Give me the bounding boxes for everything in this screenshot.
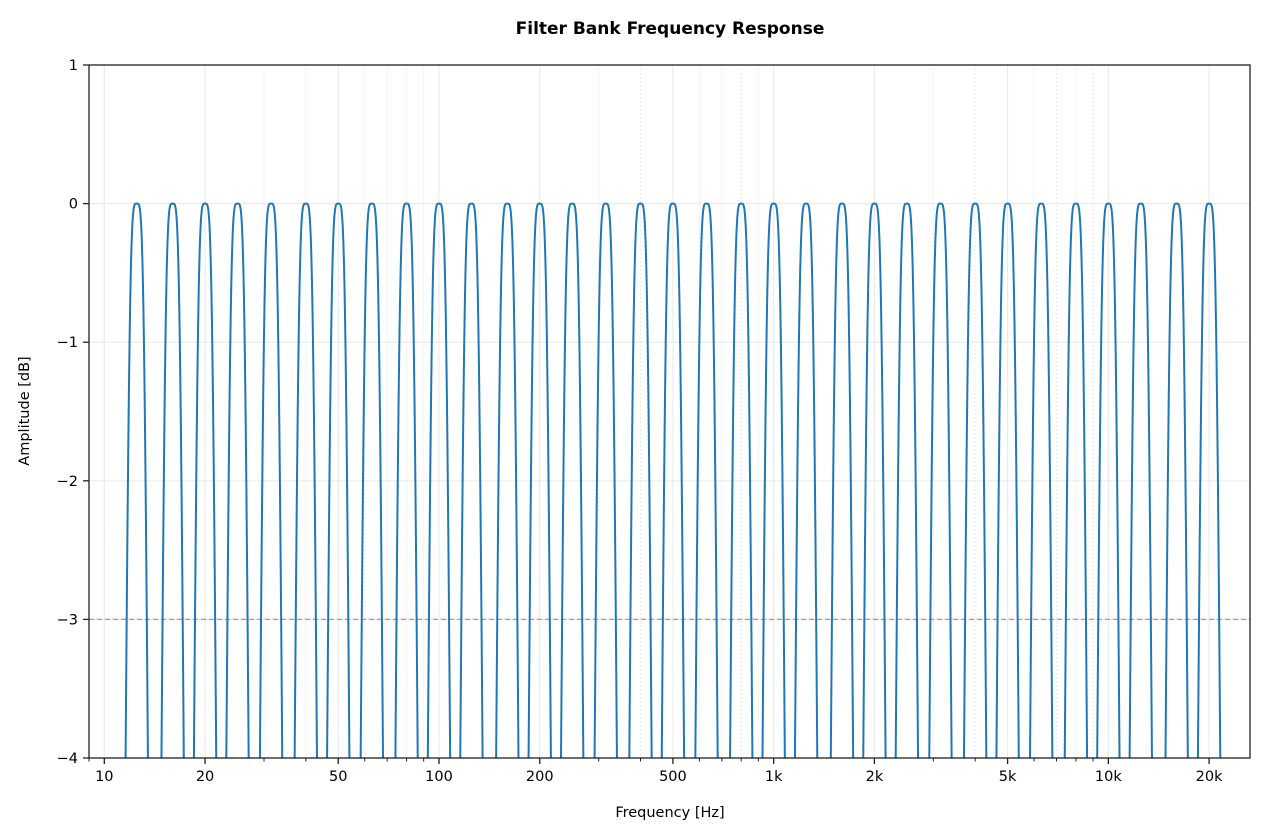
band-curve [359,202,385,758]
band-curve [894,202,920,758]
band-curve [862,202,887,758]
y-tick-label: −3 [57,612,78,628]
band-curve [793,202,819,758]
band-curve [459,202,484,758]
chart-title: Filter Bank Frequency Response [516,19,825,39]
y-tick-label: 1 [69,58,78,74]
y-tick-label: −2 [57,474,78,490]
x-tick-label: 100 [425,769,453,785]
x-tick-label: 2k [866,769,884,785]
band-curve [293,202,318,758]
band-curve [660,202,686,758]
band-curve [160,202,185,758]
x-axis-label: Frequency [Hz] [615,805,724,821]
band-curve [1096,202,1121,758]
band-curve [258,202,284,758]
x-tick-label: 500 [659,769,687,785]
band-curve [729,202,754,758]
band-curve [326,202,351,758]
band-curve [124,202,149,758]
band-curve [1196,202,1222,758]
band-curve [495,202,520,758]
y-axis-label: Amplitude [dB] [17,356,33,465]
x-tick-label: 20 [196,769,214,785]
x-tick-label: 50 [329,769,347,785]
plot-frame [88,64,1251,759]
band-curve [829,202,855,758]
band-curve [1029,202,1054,758]
x-tick-label: 5k [999,769,1017,785]
x-tick-label: 10k [1095,769,1122,785]
band-curve [1128,202,1153,758]
band-curve [394,202,419,758]
x-tick-label: 20k [1196,769,1223,785]
band-curve [928,202,953,758]
band-curves [124,202,1222,758]
band-curve [761,202,786,758]
band-curve [225,202,250,758]
band-curve [527,202,552,758]
band-curve [1164,202,1189,758]
x-tick-label: 10 [95,769,113,785]
x-tick-label: 200 [526,769,554,785]
y-tick-label: 0 [69,197,78,213]
band-curve [995,202,1020,758]
x-tick-label: 1k [765,769,783,785]
band-curve [628,202,653,758]
band-curve [192,202,218,758]
band-curve [962,202,988,758]
band-curve [559,202,585,758]
band-curve [426,202,452,758]
band-curve [593,202,618,758]
y-tick-label: −1 [57,335,78,351]
y-axis: 1 0 −1 −2 −3 −4 [57,58,89,767]
x-axis: 10 20 50 100 200 500 1k 2k 5k 10k 20k [88,758,1223,785]
band-curve [1063,202,1089,758]
band-curve [694,202,719,758]
y-tick-label: −4 [57,751,78,767]
